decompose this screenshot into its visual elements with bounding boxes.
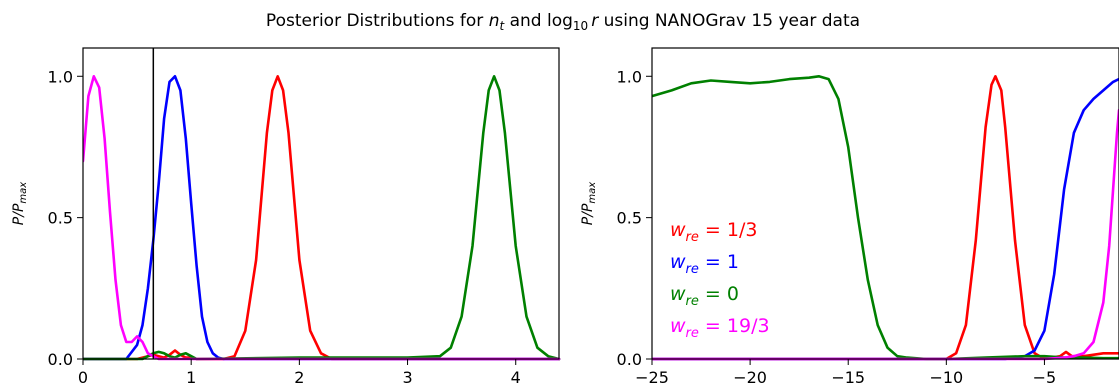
right-panel: −25 −20 −15 −10 −5 0.0 0.5 1.0 P/Pmax [580,47,1119,387]
left-panel: 0 1 2 3 4 0.0 0.5 1.0 P/Pmax [11,47,561,387]
series-line-2 [652,75,1119,361]
series-line-1 [83,75,561,361]
y-tick-label: 0.5 [617,209,642,228]
y-tick-label: 0.0 [617,350,642,369]
x-tick-label: −20 [733,368,767,387]
legend-entry-3: wre = 19/3 [670,315,770,341]
series-line-2 [83,75,561,361]
x-tick-label: 0 [78,368,88,387]
y-tick-label: 0.5 [48,209,73,228]
y-tick-label: 1.0 [48,67,73,86]
x-tick-label: −25 [635,368,669,387]
figure-title: Posterior Distributions for nt and log10… [266,11,860,33]
legend: wre = 1/3 wre = 1 wre = 0 wre = 19/3 [670,219,770,341]
axes-frame [82,47,560,360]
axes-frame [651,47,1119,360]
x-tick-label: 1 [186,368,196,387]
y-tick-label: 0.0 [48,350,73,369]
legend-entry-1: wre = 1 [670,251,739,277]
y-axis-label: P/Pmax [580,182,598,225]
y-axis-label: P/Pmax [11,182,29,225]
x-tick-label: −15 [831,368,865,387]
legend-entry-2: wre = 0 [670,283,739,309]
series-line-3 [652,108,1119,361]
x-tick-label: −10 [929,368,963,387]
y-tick-label: 1.0 [617,67,642,86]
x-tick-label: 4 [511,368,521,387]
legend-entry-0: wre = 1/3 [670,219,757,245]
x-tick-label: 3 [402,368,412,387]
series-line-3 [83,75,561,361]
x-tick-label: −5 [1033,368,1057,387]
x-tick-label: 2 [294,368,304,387]
